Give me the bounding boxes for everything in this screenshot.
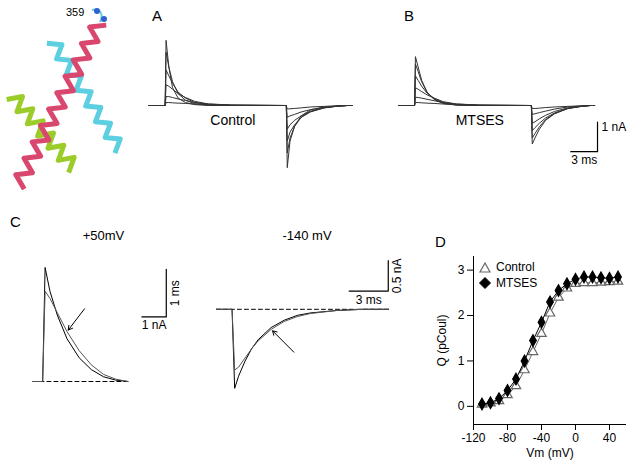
svg-text:359: 359 xyxy=(66,6,84,18)
svg-text:-80: -80 xyxy=(499,431,517,445)
svg-text:1 ms: 1 ms xyxy=(168,280,182,306)
svg-text:3 ms: 3 ms xyxy=(571,153,597,167)
html-text:A: A xyxy=(152,7,162,24)
svg-text:1 nA: 1 nA xyxy=(142,318,167,332)
svg-text:-120: -120 xyxy=(461,431,485,445)
svg-text:1: 1 xyxy=(458,354,465,368)
svg-text:0.5 nA: 0.5 nA xyxy=(390,259,404,294)
svg-text:Vm (mV): Vm (mV) xyxy=(526,446,573,460)
svg-text:3: 3 xyxy=(458,263,465,277)
svg-text:2: 2 xyxy=(458,308,465,322)
svg-text:Q (pCoul): Q (pCoul) xyxy=(435,314,449,366)
html-text:B: B xyxy=(404,7,414,24)
html-text:MTSES: MTSES xyxy=(496,275,538,290)
svg-text:3 ms: 3 ms xyxy=(356,293,382,307)
svg-text:Control: Control xyxy=(210,112,255,128)
html-text:Control: Control xyxy=(496,260,535,274)
svg-text:+50mV: +50mV xyxy=(83,228,125,243)
svg-text:-140 mV: -140 mV xyxy=(282,228,331,243)
svg-text:1 nA: 1 nA xyxy=(602,120,627,134)
svg-text:0: 0 xyxy=(458,399,465,413)
svg-text:-40: -40 xyxy=(533,431,551,445)
html-text:C: C xyxy=(10,213,21,230)
html-text:D: D xyxy=(435,233,446,250)
svg-text:MTSES: MTSES xyxy=(456,112,504,128)
svg-text:0: 0 xyxy=(572,431,579,445)
svg-text:40: 40 xyxy=(603,431,617,445)
